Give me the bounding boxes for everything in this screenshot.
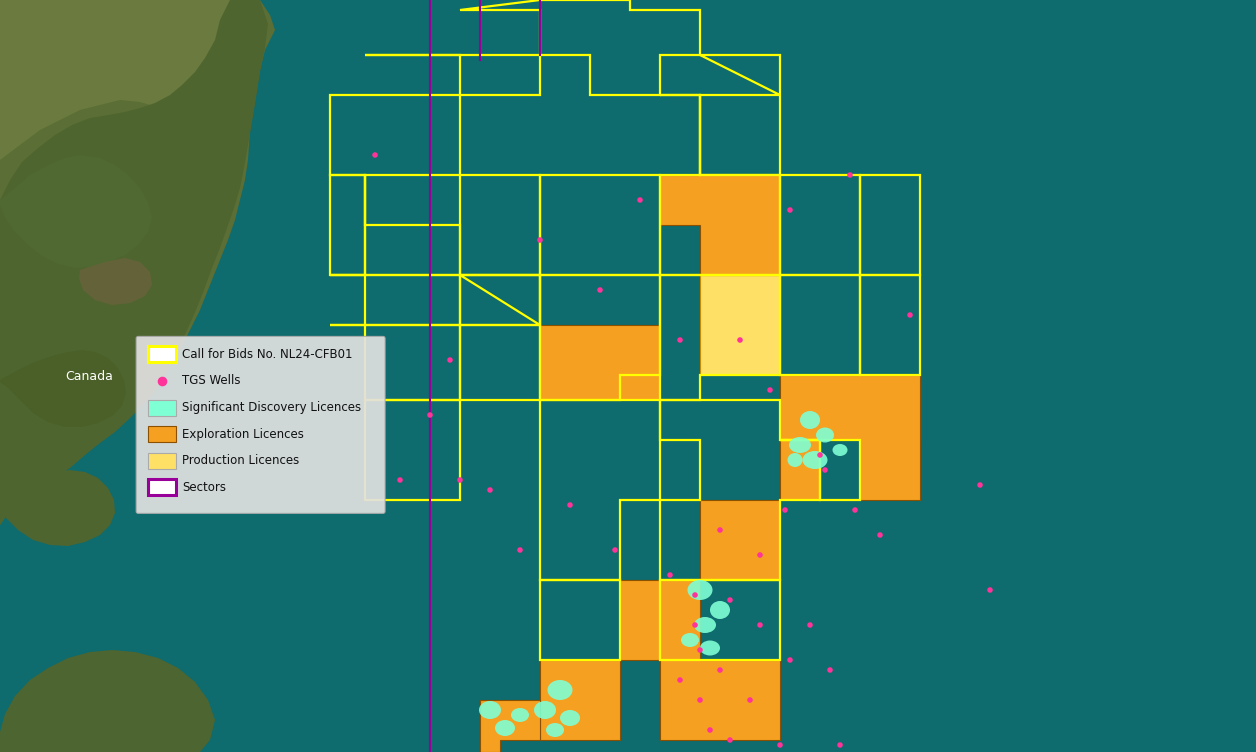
Polygon shape (0, 350, 126, 427)
Point (750, 549, 770, 561)
Bar (148, 426, 176, 442)
Point (590, 284, 610, 296)
Polygon shape (0, 0, 275, 525)
Point (631, 194, 651, 206)
Text: Canada: Canada (65, 370, 113, 383)
Ellipse shape (789, 437, 811, 453)
Point (780, 204, 800, 216)
Point (659, 569, 679, 581)
Polygon shape (0, 0, 260, 160)
Polygon shape (860, 375, 919, 440)
Point (970, 479, 990, 491)
Point (720, 594, 740, 606)
Polygon shape (0, 600, 215, 752)
Point (700, 724, 720, 736)
Point (420, 409, 440, 421)
Point (815, 464, 835, 476)
Ellipse shape (695, 617, 716, 633)
Polygon shape (79, 258, 152, 305)
Point (750, 619, 770, 631)
Ellipse shape (534, 701, 556, 719)
Text: Call for Bids No. NL24-CFB01: Call for Bids No. NL24-CFB01 (182, 348, 353, 361)
Point (669, 334, 690, 346)
Point (480, 484, 500, 496)
Point (820, 664, 840, 676)
Point (450, 474, 470, 486)
Polygon shape (0, 470, 116, 546)
Point (510, 544, 530, 556)
Point (870, 529, 891, 541)
Point (690, 694, 710, 706)
Polygon shape (659, 175, 780, 275)
Ellipse shape (511, 708, 529, 722)
Polygon shape (540, 660, 620, 740)
Point (720, 734, 740, 746)
Point (530, 234, 550, 246)
Point (440, 354, 460, 366)
Point (685, 619, 705, 631)
Ellipse shape (548, 680, 573, 700)
Point (710, 664, 730, 676)
Point (669, 674, 690, 686)
Ellipse shape (700, 641, 720, 656)
Ellipse shape (687, 580, 712, 600)
Bar (148, 453, 176, 468)
Polygon shape (620, 580, 780, 740)
Point (901, 309, 921, 321)
Text: Exploration Licences: Exploration Licences (182, 428, 304, 441)
Polygon shape (0, 155, 152, 268)
Point (710, 524, 730, 536)
Point (780, 654, 800, 666)
Ellipse shape (560, 710, 580, 726)
Point (685, 589, 705, 601)
Text: Significant Discovery Licences: Significant Discovery Licences (182, 401, 362, 414)
Point (605, 544, 625, 556)
Ellipse shape (546, 723, 564, 737)
Bar (148, 347, 176, 362)
Point (560, 499, 580, 511)
Point (152, 375, 172, 387)
Point (800, 619, 820, 631)
Ellipse shape (800, 411, 820, 429)
Bar (148, 480, 176, 496)
Ellipse shape (816, 427, 834, 442)
Point (845, 504, 865, 516)
Ellipse shape (495, 720, 515, 736)
Text: TGS Wells: TGS Wells (182, 374, 241, 387)
Point (840, 169, 860, 181)
Ellipse shape (803, 451, 828, 469)
Point (770, 739, 790, 751)
Point (830, 739, 850, 751)
Text: Production Licences: Production Licences (182, 454, 299, 467)
Text: Sectors: Sectors (182, 481, 226, 494)
Ellipse shape (710, 601, 730, 619)
Polygon shape (480, 700, 540, 752)
Bar (148, 399, 176, 416)
Ellipse shape (681, 633, 700, 647)
Point (690, 644, 710, 656)
Polygon shape (540, 325, 659, 400)
Point (740, 694, 760, 706)
Polygon shape (700, 500, 780, 580)
Ellipse shape (833, 444, 848, 456)
Polygon shape (0, 0, 268, 525)
Point (389, 474, 409, 486)
Polygon shape (700, 275, 780, 375)
Point (810, 449, 830, 461)
Point (760, 384, 780, 396)
Point (730, 334, 750, 346)
FancyBboxPatch shape (136, 336, 386, 514)
Ellipse shape (479, 701, 501, 719)
Point (980, 584, 1000, 596)
Point (365, 149, 386, 161)
Polygon shape (780, 375, 919, 500)
Point (775, 504, 795, 516)
Ellipse shape (788, 453, 803, 467)
